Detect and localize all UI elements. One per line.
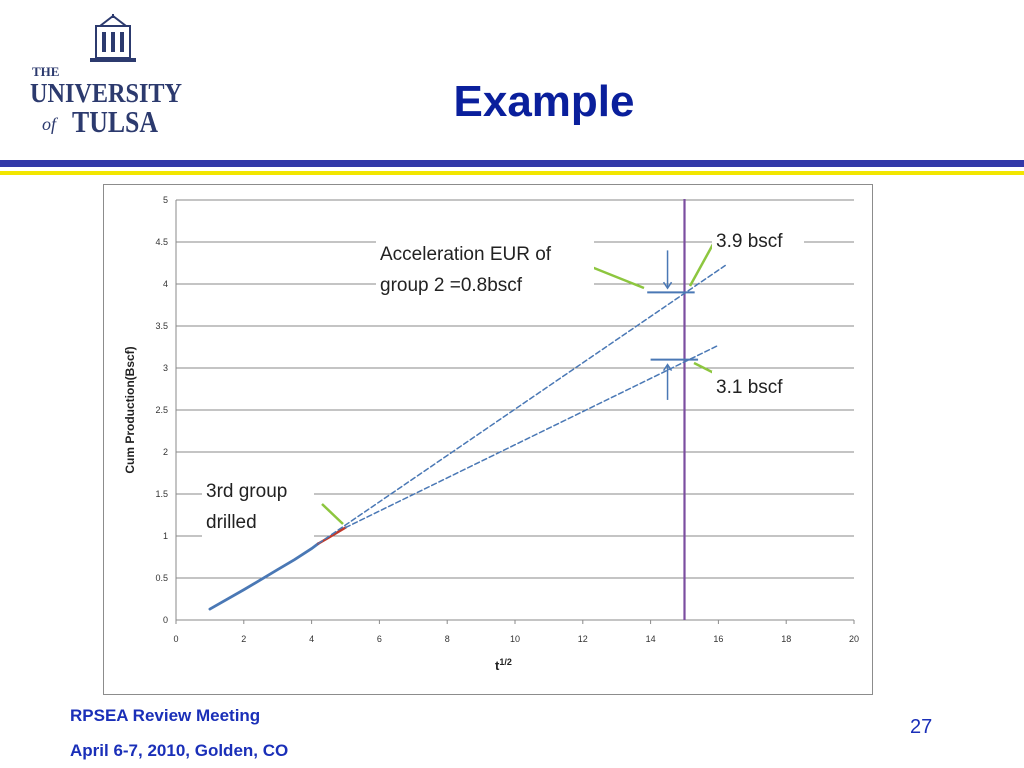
x-tick-label: 8 [445, 634, 450, 644]
logo-tulsa: TULSA [72, 104, 159, 139]
annotation-3-9-bscf-line-0: 3.9 bscf [716, 231, 783, 252]
x-axis-title: t1/2 [495, 657, 512, 673]
university-logo: THE UNIVERSITY of TULSA [28, 14, 188, 140]
page-number: 27 [910, 716, 933, 738]
y-tick-label: 1 [163, 531, 168, 541]
chart: 0 0.5 1 1.5 2 2.5 3 3.5 4 4.5 5 0 2 4 6 8 10 12 14 16 18 20 t1… [123, 195, 859, 673]
logo-the: THE [32, 64, 59, 79]
y-tick-label: 2.5 [155, 405, 168, 415]
x-tick-label: 0 [173, 634, 178, 644]
annotation-3rd-group-drilled-bg [202, 475, 314, 537]
y-axis-title: Cum Production(Bscf) [123, 346, 137, 473]
annotation-3rd-group-drilled-line-1: drilled [206, 512, 257, 533]
y-tick-label: 2 [163, 447, 168, 457]
header-rule-blue [0, 160, 1024, 167]
x-tick-label: 10 [510, 634, 520, 644]
down-arrow-head [662, 281, 673, 290]
y-tick-label: 3.5 [155, 321, 168, 331]
x-tick-label: 18 [781, 634, 791, 644]
annotation-acceleration-eur-line-0: Acceleration EUR of [380, 244, 552, 265]
y-tick-label: 5 [163, 195, 168, 205]
y-tick-label: 3 [163, 363, 168, 373]
series-line-3 [344, 344, 720, 529]
x-tick-label: 4 [309, 634, 314, 644]
y-tick-label: 4.5 [155, 237, 168, 247]
annotation-3rd-group-drilled-line-0: 3rd group [206, 481, 287, 502]
x-tick-label: 6 [377, 634, 382, 644]
y-tick-label: 4 [163, 279, 168, 289]
y-tick-label: 1.5 [155, 489, 168, 499]
university-logo-mark: THE UNIVERSITY of TULSA [30, 14, 182, 139]
y-tick-label: 0 [163, 615, 168, 625]
logo-university: UNIVERSITY [30, 78, 182, 108]
series-line-0 [208, 542, 320, 611]
chart-frame: 0 0.5 1 1.5 2 2.5 3 3.5 4 4.5 5 0 2 4 6 8 10 12 14 16 18 20 t1… [103, 184, 873, 695]
annotation-acceleration-eur-bg [376, 238, 594, 304]
footer-date-place: April 6-7, 2010, Golden, CO [70, 741, 289, 760]
annotation-3-9-bscf-bg [712, 225, 804, 257]
y-tick-label: 0.5 [155, 573, 168, 583]
x-tick-label: 12 [578, 634, 588, 644]
x-tick-label: 16 [713, 634, 723, 644]
up-arrow-head [662, 363, 673, 372]
callout-line-drilled [321, 503, 344, 525]
slide-title: Example [453, 77, 635, 126]
annotation-3-1-bscf-line-0: 3.1 bscf [716, 377, 783, 398]
x-tick-label: 2 [241, 634, 246, 644]
x-tick-label: 14 [646, 634, 656, 644]
annotation-3-1-bscf-bg [712, 371, 804, 403]
header-rule-yellow [0, 171, 1024, 175]
logo-of: of [42, 114, 59, 134]
annotation-acceleration-eur-line-1: group 2 =0.8bscf [380, 275, 523, 296]
x-tick-label: 20 [849, 634, 859, 644]
series-line-2 [317, 264, 726, 545]
footer-meeting: RPSEA Review Meeting [70, 706, 261, 725]
